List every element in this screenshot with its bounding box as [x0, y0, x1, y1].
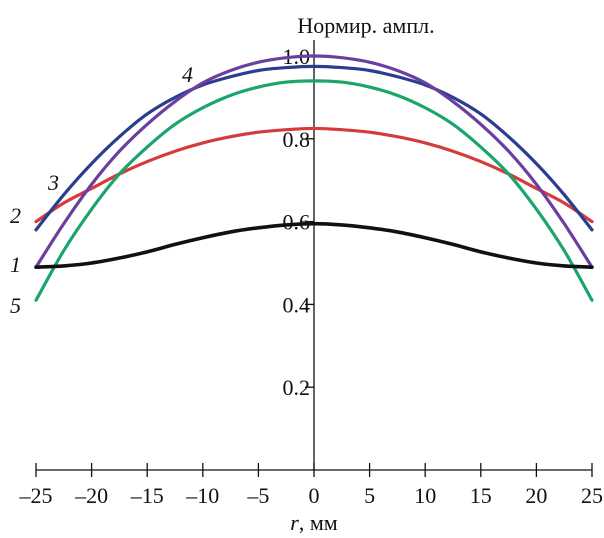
x-tick-label: 0 [309, 483, 320, 508]
x-tick-label: 20 [525, 483, 547, 508]
x-tick-label: 10 [414, 483, 436, 508]
curve-5-label: 5 [10, 293, 21, 318]
x-tick-label: –25 [19, 483, 53, 508]
x-axis-title-variable: r [290, 510, 299, 535]
curve-4-label: 4 [182, 62, 193, 87]
curve-2-label: 2 [10, 203, 21, 228]
y-axis-title: Нормир. ампл. [297, 13, 434, 38]
y-tick-label: 0.2 [283, 375, 311, 400]
curve-2-line [34, 64, 594, 232]
x-axis-title-unit: , мм [299, 510, 338, 535]
y-ticks: 0.20.40.60.81.0 [283, 44, 314, 400]
curve-4-line [34, 54, 594, 269]
x-axis-title: r, мм [290, 510, 337, 535]
curve-3-label: 3 [47, 170, 59, 195]
curve-3-line [34, 126, 594, 224]
chart-axes [36, 40, 592, 471]
x-ticks: –25 –20 –15 –10 –5 0 5 10 15 20 25 [19, 463, 603, 508]
x-tick-label: –10 [185, 483, 219, 508]
x-tick-label: 25 [581, 483, 603, 508]
y-tick-label: 0.4 [283, 292, 311, 317]
curve-1-label: 1 [10, 252, 21, 277]
chart-curves [34, 54, 594, 302]
x-tick-label: –15 [130, 483, 164, 508]
curve-5-line [34, 79, 594, 302]
x-tick-label: 15 [470, 483, 492, 508]
x-tick-label: –20 [74, 483, 108, 508]
curve-labels: 1 2 3 4 5 [10, 62, 193, 318]
curve-1-line [34, 221, 594, 269]
x-tick-label: –5 [246, 483, 269, 508]
x-tick-label: 5 [364, 483, 375, 508]
